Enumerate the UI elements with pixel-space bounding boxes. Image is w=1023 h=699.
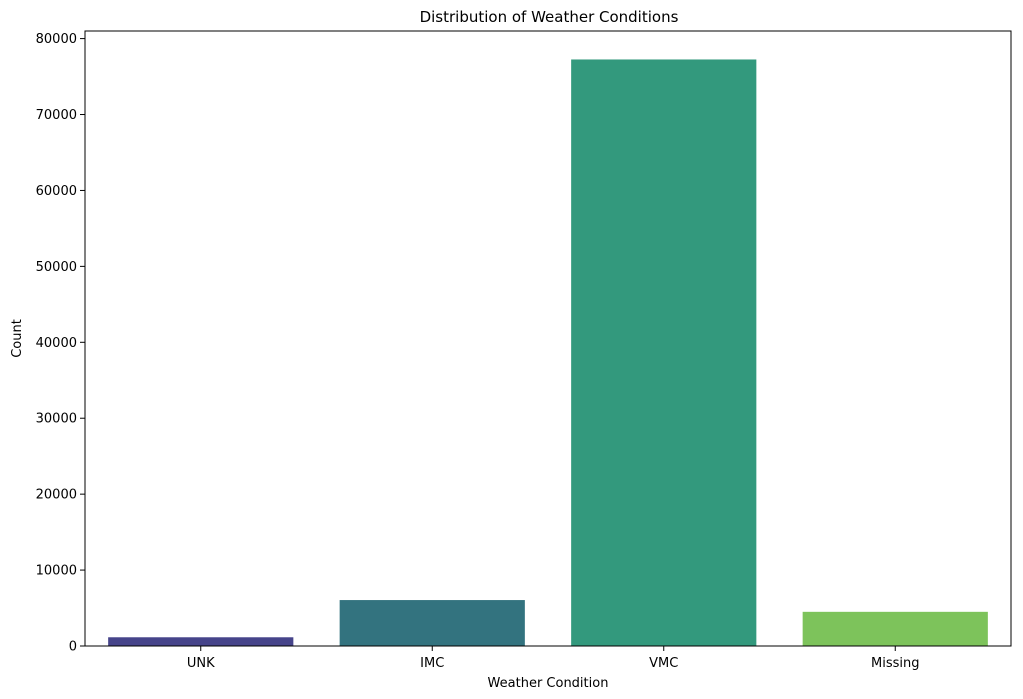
y-axis-label: Count xyxy=(10,319,25,358)
x-axis-label: Weather Condition xyxy=(488,676,609,691)
bar-missing xyxy=(802,611,988,646)
bars-group xyxy=(108,59,988,647)
x-axis-ticks: UNK IMC VMC Missing xyxy=(187,646,919,671)
y-axis-ticks: 0 10000 20000 30000 40000 50000 60000 70000 8000… xyxy=(36,32,85,655)
bar-vmc xyxy=(571,59,757,647)
y-tick-label: 80000 xyxy=(36,32,77,47)
plot-frame xyxy=(84,30,1012,647)
x-tick-label: IMC xyxy=(420,656,444,671)
y-tick-label: 60000 xyxy=(36,184,77,199)
y-tick-label: 30000 xyxy=(36,412,77,427)
chart-title: Distribution of Weather Conditions xyxy=(420,8,679,26)
x-tick-label: UNK xyxy=(187,656,215,671)
bar-unk xyxy=(108,637,294,646)
x-tick-label: Missing xyxy=(871,656,919,671)
y-tick-label: 20000 xyxy=(36,488,77,503)
y-tick-label: 50000 xyxy=(36,260,77,275)
y-tick-label: 70000 xyxy=(36,108,77,123)
y-tick-label: 0 xyxy=(69,640,77,655)
y-tick-label: 10000 xyxy=(36,564,77,579)
y-tick-label: 40000 xyxy=(36,336,77,351)
bar-imc xyxy=(339,600,525,646)
x-tick-label: VMC xyxy=(649,656,678,671)
